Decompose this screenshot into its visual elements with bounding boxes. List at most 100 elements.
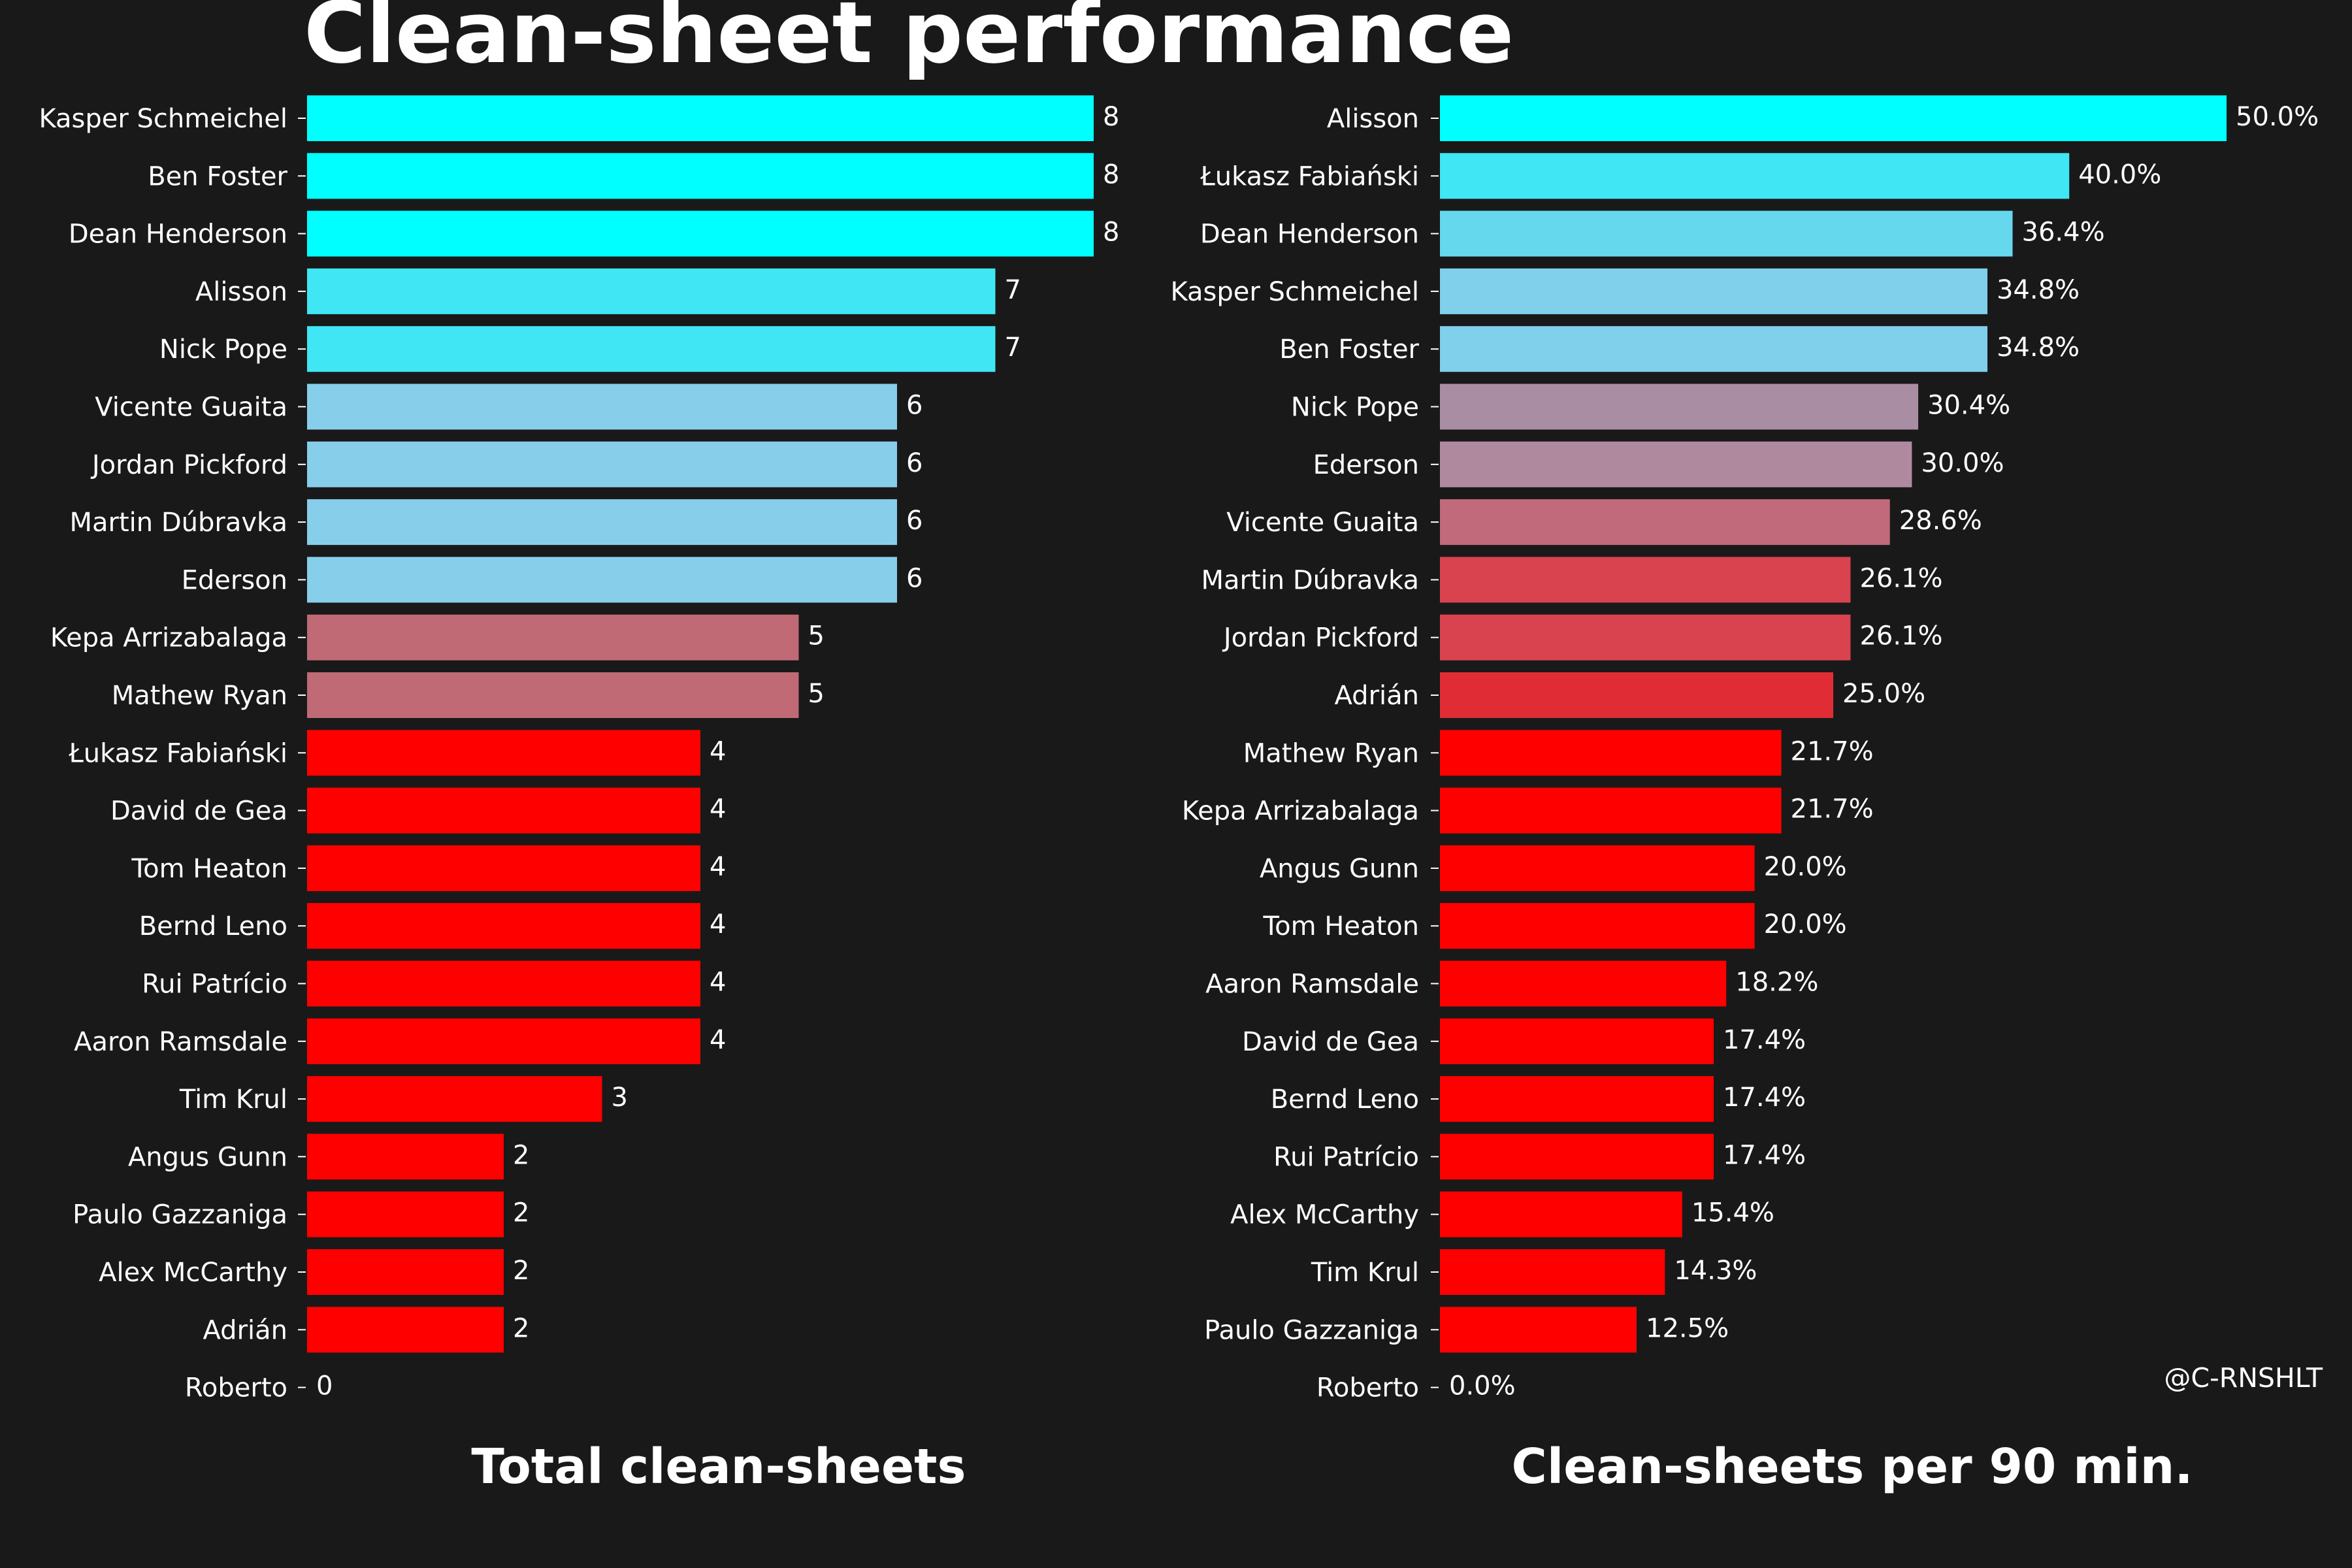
value-label: 15.4% [1691,1198,1774,1228]
value-label: 34.8% [1997,333,2080,363]
category-label: Rui Patrício [142,970,287,1000]
bar [307,672,799,718]
value-label: 26.1% [1859,563,1942,593]
bar [1440,326,1987,372]
category-label: Ben Foster [148,161,287,191]
value-label: 26.1% [1859,621,1942,651]
category-label: Ben Foster [1279,335,1419,365]
value-label: 21.7% [1791,736,1874,766]
bar [307,326,996,372]
category-label: Tim Krul [1311,1258,1419,1288]
category-label: Bernd Leno [139,911,287,941]
value-label: 40.0% [2078,159,2161,189]
bar [307,614,799,661]
category-label: Adrián [203,1315,287,1345]
bar [1440,384,1919,430]
value-label: 5 [808,679,825,709]
bar [307,557,897,603]
value-label: 36.4% [2022,218,2105,248]
bar [307,384,897,430]
category-label: Mathew Ryan [1243,738,1419,768]
bar [1440,499,1890,546]
category-label: Tom Heaton [131,854,288,884]
bar [1440,903,1755,949]
value-label: 6 [906,563,923,593]
value-label: 30.4% [1927,391,2010,421]
bar [1440,1076,1714,1122]
value-label: 2 [513,1140,529,1170]
category-label: Roberto [1316,1373,1419,1403]
category-label: Alisson [1327,104,1419,134]
category-label: Martin Dúbravka [70,508,287,538]
category-label: Nick Pope [159,335,287,365]
bar [1440,730,1782,776]
bar [307,1018,700,1064]
category-label: Dean Henderson [69,220,287,250]
chart-title: Clean-sheet performance [304,0,1514,82]
bar [1440,960,1727,1007]
value-label: 4 [710,968,726,998]
value-label: 0.0% [1449,1371,1516,1401]
category-label: Paulo Gazzaniga [73,1200,287,1230]
category-label: Vicente Guaita [1226,508,1419,538]
value-label: 5 [808,621,825,651]
value-label: 17.4% [1723,1140,1806,1170]
value-label: 7 [1005,275,1021,305]
bar [1440,557,1851,603]
category-label: Vicente Guaita [95,393,287,423]
bar [1440,672,1833,718]
category-label: Bernd Leno [1271,1085,1419,1115]
value-label: 21.7% [1791,794,1874,825]
bar [1440,210,2013,257]
value-label: 6 [906,506,923,536]
category-label: Łukasz Fabiański [68,738,287,768]
category-label: Jordan Pickford [1222,623,1419,653]
value-label: 4 [710,736,726,766]
bar [1440,1191,1682,1237]
value-label: 17.4% [1723,1083,1806,1113]
category-label: Mathew Ryan [112,681,287,711]
bar [307,960,700,1007]
category-label: Jordan Pickford [90,450,287,480]
category-label: Ederson [182,565,287,595]
category-label: Dean Henderson [1200,220,1419,250]
bar [1440,95,2227,141]
bar [307,1134,504,1180]
value-label: 34.8% [1997,275,2080,305]
bar [307,903,700,949]
value-label: 20.0% [1764,852,1847,882]
value-label: 6 [906,391,923,421]
value-label: 8 [1103,218,1119,248]
bar [307,1307,504,1353]
category-label: Kasper Schmeichel [1170,277,1419,307]
bar [307,845,700,891]
value-label: 0 [316,1371,333,1401]
value-label: 4 [710,1025,726,1055]
category-label: Kasper Schmeichel [39,104,287,134]
bar [1440,787,1782,834]
bar [1440,1134,1714,1180]
panel-title: Clean-sheets per 90 min. [1512,1439,2193,1495]
category-label: David de Gea [1242,1027,1419,1057]
bar [307,730,700,776]
bar [307,268,996,314]
value-label: 4 [710,852,726,882]
category-label: Alex McCarthy [99,1258,287,1288]
category-label: Łukasz Fabiański [1200,161,1419,191]
bar [1440,614,1851,661]
value-label: 8 [1103,102,1119,132]
value-label: 2 [513,1256,529,1286]
category-label: Tom Heaton [1263,911,1420,941]
category-label: David de Gea [110,796,287,826]
bar [1440,1307,1637,1353]
panel-title: Total clean-sheets [471,1439,966,1495]
bar [307,210,1094,257]
value-label: 17.4% [1723,1025,1806,1055]
category-label: Aaron Ramsdale [74,1027,287,1057]
bar [1440,845,1755,891]
bar [307,1191,504,1237]
category-label: Angus Gunn [1260,854,1419,884]
value-label: 2 [513,1198,529,1228]
bar [1440,1018,1714,1064]
value-label: 25.0% [1842,679,1925,709]
